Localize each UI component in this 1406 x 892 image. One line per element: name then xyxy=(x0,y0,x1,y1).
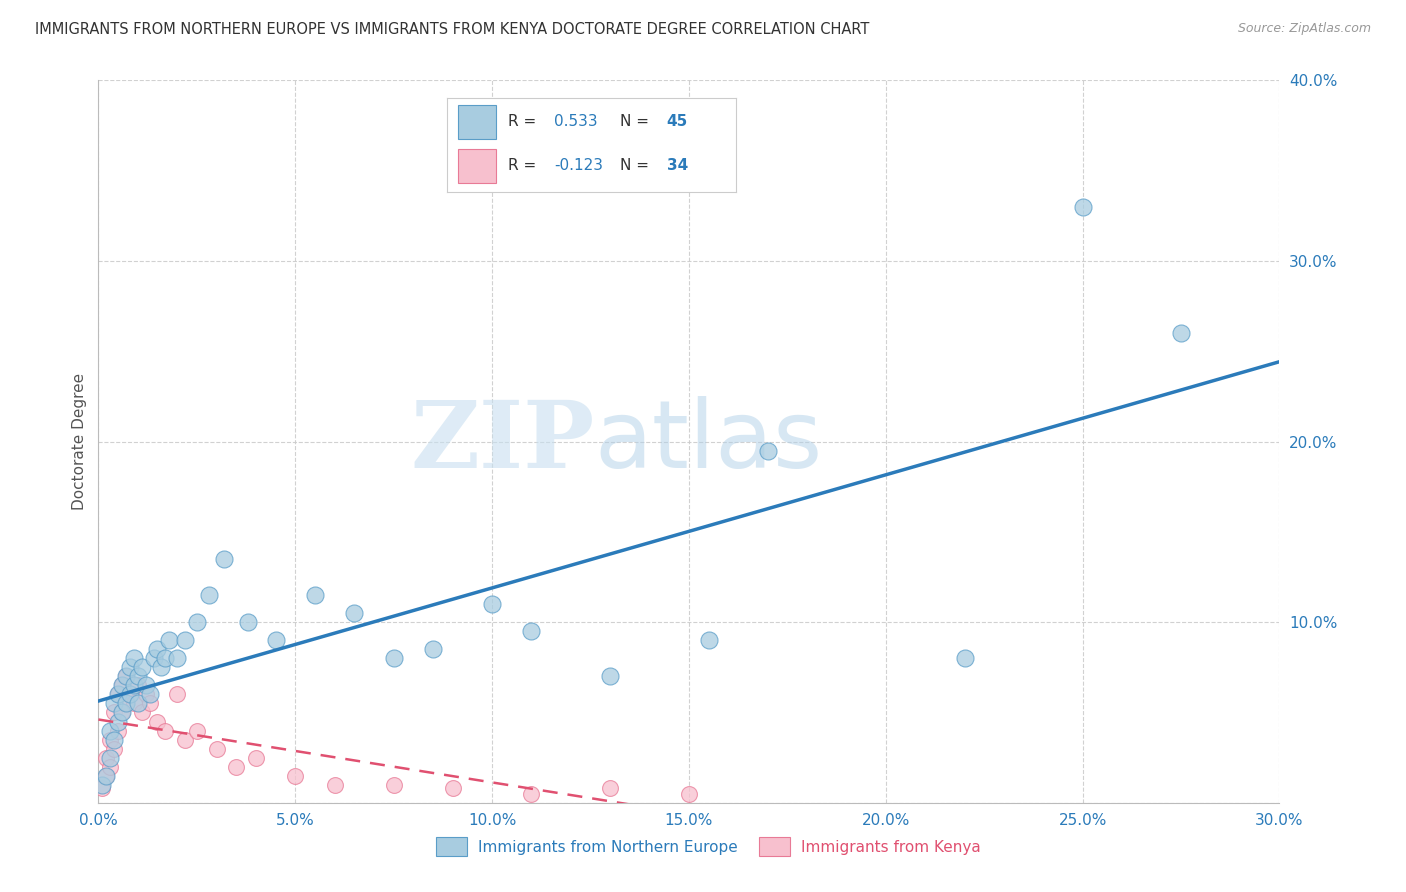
Y-axis label: Doctorate Degree: Doctorate Degree xyxy=(72,373,87,510)
Point xyxy=(127,678,149,692)
Bar xyxy=(458,149,496,183)
Point xyxy=(236,615,259,630)
Text: N =: N = xyxy=(620,114,654,129)
Point xyxy=(96,750,118,764)
Point xyxy=(98,760,121,774)
Point xyxy=(107,723,129,738)
Point xyxy=(382,778,405,792)
Point xyxy=(214,552,236,566)
Point xyxy=(197,588,219,602)
Point xyxy=(98,723,121,738)
Text: 45: 45 xyxy=(666,114,688,129)
Point xyxy=(118,687,141,701)
Point xyxy=(131,706,153,720)
Point xyxy=(481,597,503,611)
Point xyxy=(678,787,700,801)
Point xyxy=(122,697,145,711)
Point xyxy=(103,706,125,720)
Point xyxy=(98,750,121,764)
Point xyxy=(245,750,267,764)
Point xyxy=(155,651,177,665)
Point xyxy=(135,678,157,692)
Point xyxy=(441,781,464,796)
Point xyxy=(118,660,141,674)
Point xyxy=(118,687,141,701)
Point xyxy=(96,769,118,783)
Point xyxy=(697,633,720,648)
Point xyxy=(264,633,287,648)
Point xyxy=(131,660,153,674)
Text: IMMIGRANTS FROM NORTHERN EUROPE VS IMMIGRANTS FROM KENYA DOCTORATE DEGREE CORREL: IMMIGRANTS FROM NORTHERN EUROPE VS IMMIG… xyxy=(35,22,869,37)
Point xyxy=(1071,200,1094,214)
Point xyxy=(174,633,197,648)
Point xyxy=(186,615,208,630)
Point xyxy=(111,706,134,720)
Point xyxy=(225,760,247,774)
Point xyxy=(103,697,125,711)
Point xyxy=(382,651,405,665)
Point xyxy=(142,651,165,665)
Point xyxy=(146,642,169,657)
Point xyxy=(111,678,134,692)
Text: N =: N = xyxy=(620,159,654,173)
Point xyxy=(155,723,177,738)
Point xyxy=(520,624,543,639)
Text: ZIP: ZIP xyxy=(411,397,595,486)
Point xyxy=(115,669,138,683)
Text: Immigrants from Kenya: Immigrants from Kenya xyxy=(801,840,981,855)
Point xyxy=(115,697,138,711)
Text: R =: R = xyxy=(508,159,541,173)
Text: -0.123: -0.123 xyxy=(554,159,603,173)
Point xyxy=(138,697,160,711)
Text: 34: 34 xyxy=(666,159,688,173)
Point xyxy=(323,778,346,792)
Point xyxy=(422,642,444,657)
Bar xyxy=(458,105,496,139)
Point xyxy=(96,769,118,783)
Point xyxy=(205,741,228,756)
Point xyxy=(122,678,145,692)
Point xyxy=(343,606,366,620)
Point xyxy=(146,714,169,729)
Point xyxy=(186,723,208,738)
Point xyxy=(111,706,134,720)
Point xyxy=(599,669,621,683)
Point xyxy=(166,687,188,701)
Point xyxy=(91,778,114,792)
Point xyxy=(138,687,160,701)
Point xyxy=(111,678,134,692)
Point xyxy=(599,781,621,796)
Point xyxy=(127,697,149,711)
Text: Source: ZipAtlas.com: Source: ZipAtlas.com xyxy=(1237,22,1371,36)
Point xyxy=(107,687,129,701)
Text: R =: R = xyxy=(508,114,541,129)
Point xyxy=(98,732,121,747)
Point xyxy=(122,651,145,665)
Point xyxy=(284,769,307,783)
Point xyxy=(157,633,180,648)
Text: Immigrants from Northern Europe: Immigrants from Northern Europe xyxy=(478,840,738,855)
Point xyxy=(953,651,976,665)
Point xyxy=(150,660,173,674)
Text: atlas: atlas xyxy=(595,395,823,488)
Point xyxy=(115,669,138,683)
Point xyxy=(135,687,157,701)
Point xyxy=(107,714,129,729)
Point xyxy=(103,732,125,747)
Point xyxy=(127,669,149,683)
Point xyxy=(91,781,114,796)
Point xyxy=(115,697,138,711)
Point xyxy=(304,588,326,602)
Text: 0.533: 0.533 xyxy=(554,114,598,129)
Point xyxy=(174,732,197,747)
Point xyxy=(166,651,188,665)
Point xyxy=(756,443,779,458)
Point xyxy=(1170,326,1192,340)
Point xyxy=(107,687,129,701)
Point xyxy=(520,787,543,801)
Point xyxy=(103,741,125,756)
